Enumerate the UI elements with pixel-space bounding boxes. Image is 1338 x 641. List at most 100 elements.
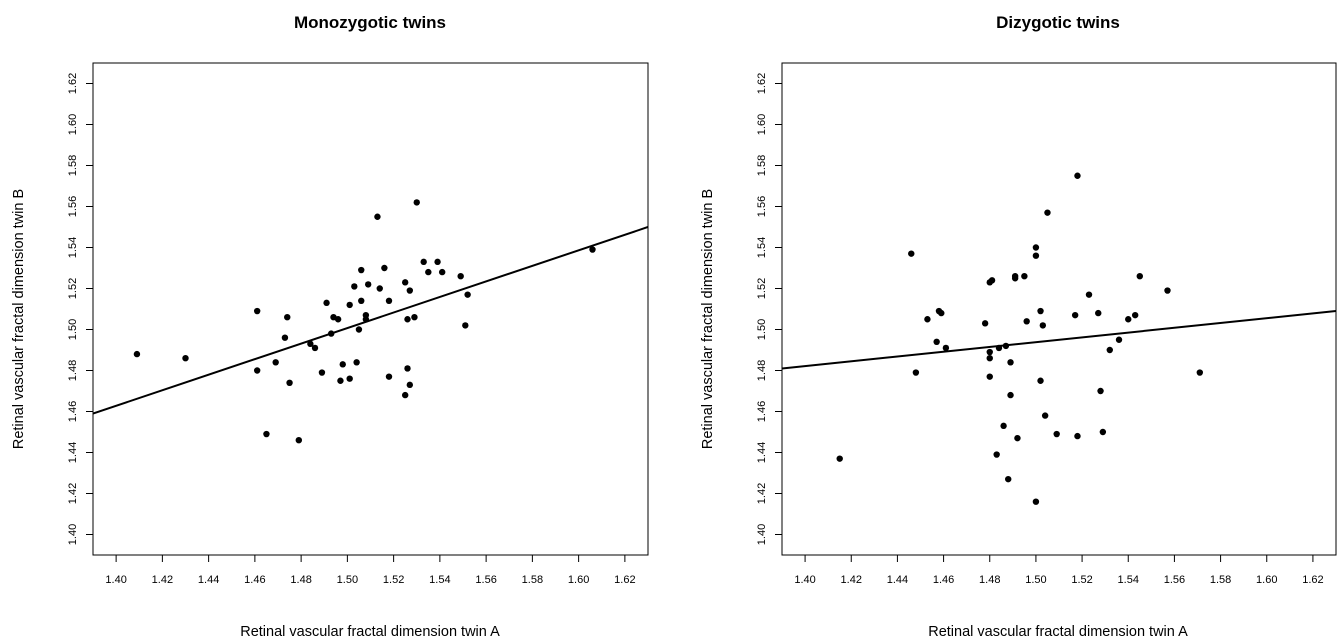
chart-1-data-point (1011, 273, 1019, 280)
chart-0-x-tick-label: 1.40 (105, 574, 126, 586)
chart-0-data-point (323, 299, 330, 307)
chart-0-data-point (295, 437, 303, 444)
chart-1-x-axis-label: Retinal vascular fractal dimension twin … (928, 624, 1188, 640)
chart-0-y-tick-label: 1.62 (67, 73, 79, 94)
chart-0-x-tick-label: 1.62 (614, 574, 635, 586)
chart-0-y-tick-label: 1.54 (67, 237, 79, 258)
chart-0-y-tick-label: 1.50 (67, 319, 79, 340)
chart-0-data-point (311, 344, 319, 352)
chart-1-y-tick-label: 1.44 (756, 442, 768, 463)
chart-0-x-tick-label: 1.56 (475, 574, 496, 586)
chart-1-data-point (981, 320, 989, 327)
chart-0-data-point (253, 307, 261, 315)
chart-0-data-point (346, 375, 353, 382)
chart-0-y-tick-label: 1.60 (67, 114, 79, 135)
chart-0-data-point (425, 268, 432, 276)
chart-0-data-point (286, 379, 293, 386)
chart-1-x-tick-label: 1.50 (1025, 574, 1046, 586)
chart-1-data-point (1014, 434, 1021, 442)
chart-0-data-point (355, 326, 363, 333)
chart-0-y-tick-label: 1.46 (67, 401, 79, 422)
chart-0-data-point (438, 268, 446, 276)
chart-0-data-point (281, 334, 289, 341)
chart-0-data-point (381, 264, 388, 272)
chart-0-regression-line (93, 226, 648, 415)
chart-0-data-point (253, 367, 261, 374)
chart-1-x-tick-label: 1.54 (1118, 574, 1139, 586)
chart-0-data-point (358, 266, 365, 274)
chart-1-data-point (1106, 346, 1113, 354)
chart-0-data-point (374, 213, 381, 220)
chart-1-data-point (1085, 291, 1093, 298)
chart-1-y-tick-label: 1.60 (756, 114, 768, 135)
chart-1-data-point (1032, 498, 1040, 505)
chart-0-data-point (263, 430, 270, 438)
chart-0-data-point (307, 340, 314, 348)
chart-1-data-point (1164, 287, 1171, 294)
chart-0-data-point (351, 283, 358, 290)
chart-0-data-point (413, 199, 420, 206)
chart-1-data-point (1000, 422, 1007, 430)
chart-0-y-tick-label: 1.42 (67, 483, 79, 504)
chart-0-data-point (272, 359, 279, 366)
chart-1-data-point (924, 316, 931, 323)
chart-1-data-point (1005, 475, 1012, 483)
chart-1-x-tick-label: 1.62 (1302, 574, 1323, 586)
chart-0-y-tick-label: 1.44 (67, 442, 79, 463)
chart-1-data-point (1007, 391, 1014, 399)
chart-1-data-point (1053, 430, 1060, 438)
chart-1-x-tick-label: 1.44 (887, 574, 908, 586)
chart-0-data-point (411, 314, 418, 321)
chart-0-data-point (339, 361, 346, 368)
chart-1-y-tick-label: 1.58 (756, 155, 768, 176)
chart-1-data-point (942, 344, 950, 352)
chart-1-data-point (1099, 428, 1107, 436)
chart-0-data-point (457, 273, 464, 280)
chart-0-title: Monozygotic twins (294, 13, 446, 32)
chart-1-data-point (1002, 342, 1010, 350)
chart-0-y-tick-label: 1.52 (67, 278, 79, 299)
chart-1-data-point (1074, 172, 1081, 179)
chart-1-x-tick-label: 1.52 (1071, 574, 1092, 586)
chart-0-data-point (376, 285, 383, 292)
chart-0-y-tick-label: 1.48 (67, 360, 79, 381)
chart-1-data-point (1074, 432, 1081, 440)
chart-1-data-point (938, 309, 945, 317)
chart-1-data-point (1023, 318, 1030, 325)
chart-1-x-tick-label: 1.60 (1256, 574, 1277, 586)
chart-0-data-point (284, 314, 291, 321)
chart-0-y-tick-label: 1.58 (67, 155, 79, 176)
chart-0-data-point (401, 279, 409, 286)
chart-0-plot-frame (92, 62, 649, 556)
chart-0-data-point (589, 246, 596, 253)
chart-0-data-point (358, 297, 365, 304)
chart-0-x-tick-label: 1.42 (152, 574, 173, 586)
chart-1-data-point (986, 373, 993, 380)
chart-1-data-point (1032, 244, 1040, 251)
chart-1-data-point (1044, 209, 1051, 216)
chart-1-x-tick-label: 1.46 (933, 574, 954, 586)
chart-1-data-point (995, 344, 1003, 352)
chart-1-data-point (1131, 311, 1139, 319)
chart-0-data-point (364, 281, 372, 288)
chart-0-x-tick-label: 1.58 (522, 574, 543, 586)
chart-0-data-point (346, 301, 353, 309)
chart-1-data-point (988, 277, 996, 284)
chart-1-y-tick-label: 1.50 (756, 319, 768, 340)
chart-1-y-tick-label: 1.56 (756, 196, 768, 217)
chart-0-data-point (327, 330, 335, 337)
chart-1-data-point (1039, 322, 1047, 329)
chart-0-x-tick-label: 1.60 (568, 574, 589, 586)
chart-0-data-point (385, 373, 393, 380)
chart-1-data-point (986, 348, 993, 356)
chart-1-data-point (1136, 273, 1143, 280)
chart-0-y-tick-label: 1.40 (67, 524, 79, 545)
chart-1-y-tick-label: 1.62 (756, 73, 768, 94)
chart-0-data-point (133, 350, 141, 358)
chart-1-data-point (1125, 316, 1132, 323)
chart-0-data-point (464, 291, 471, 298)
chart-1-data-point (1037, 377, 1044, 384)
chart-0-data-point (420, 258, 427, 266)
chart-0-data-point (404, 316, 411, 323)
